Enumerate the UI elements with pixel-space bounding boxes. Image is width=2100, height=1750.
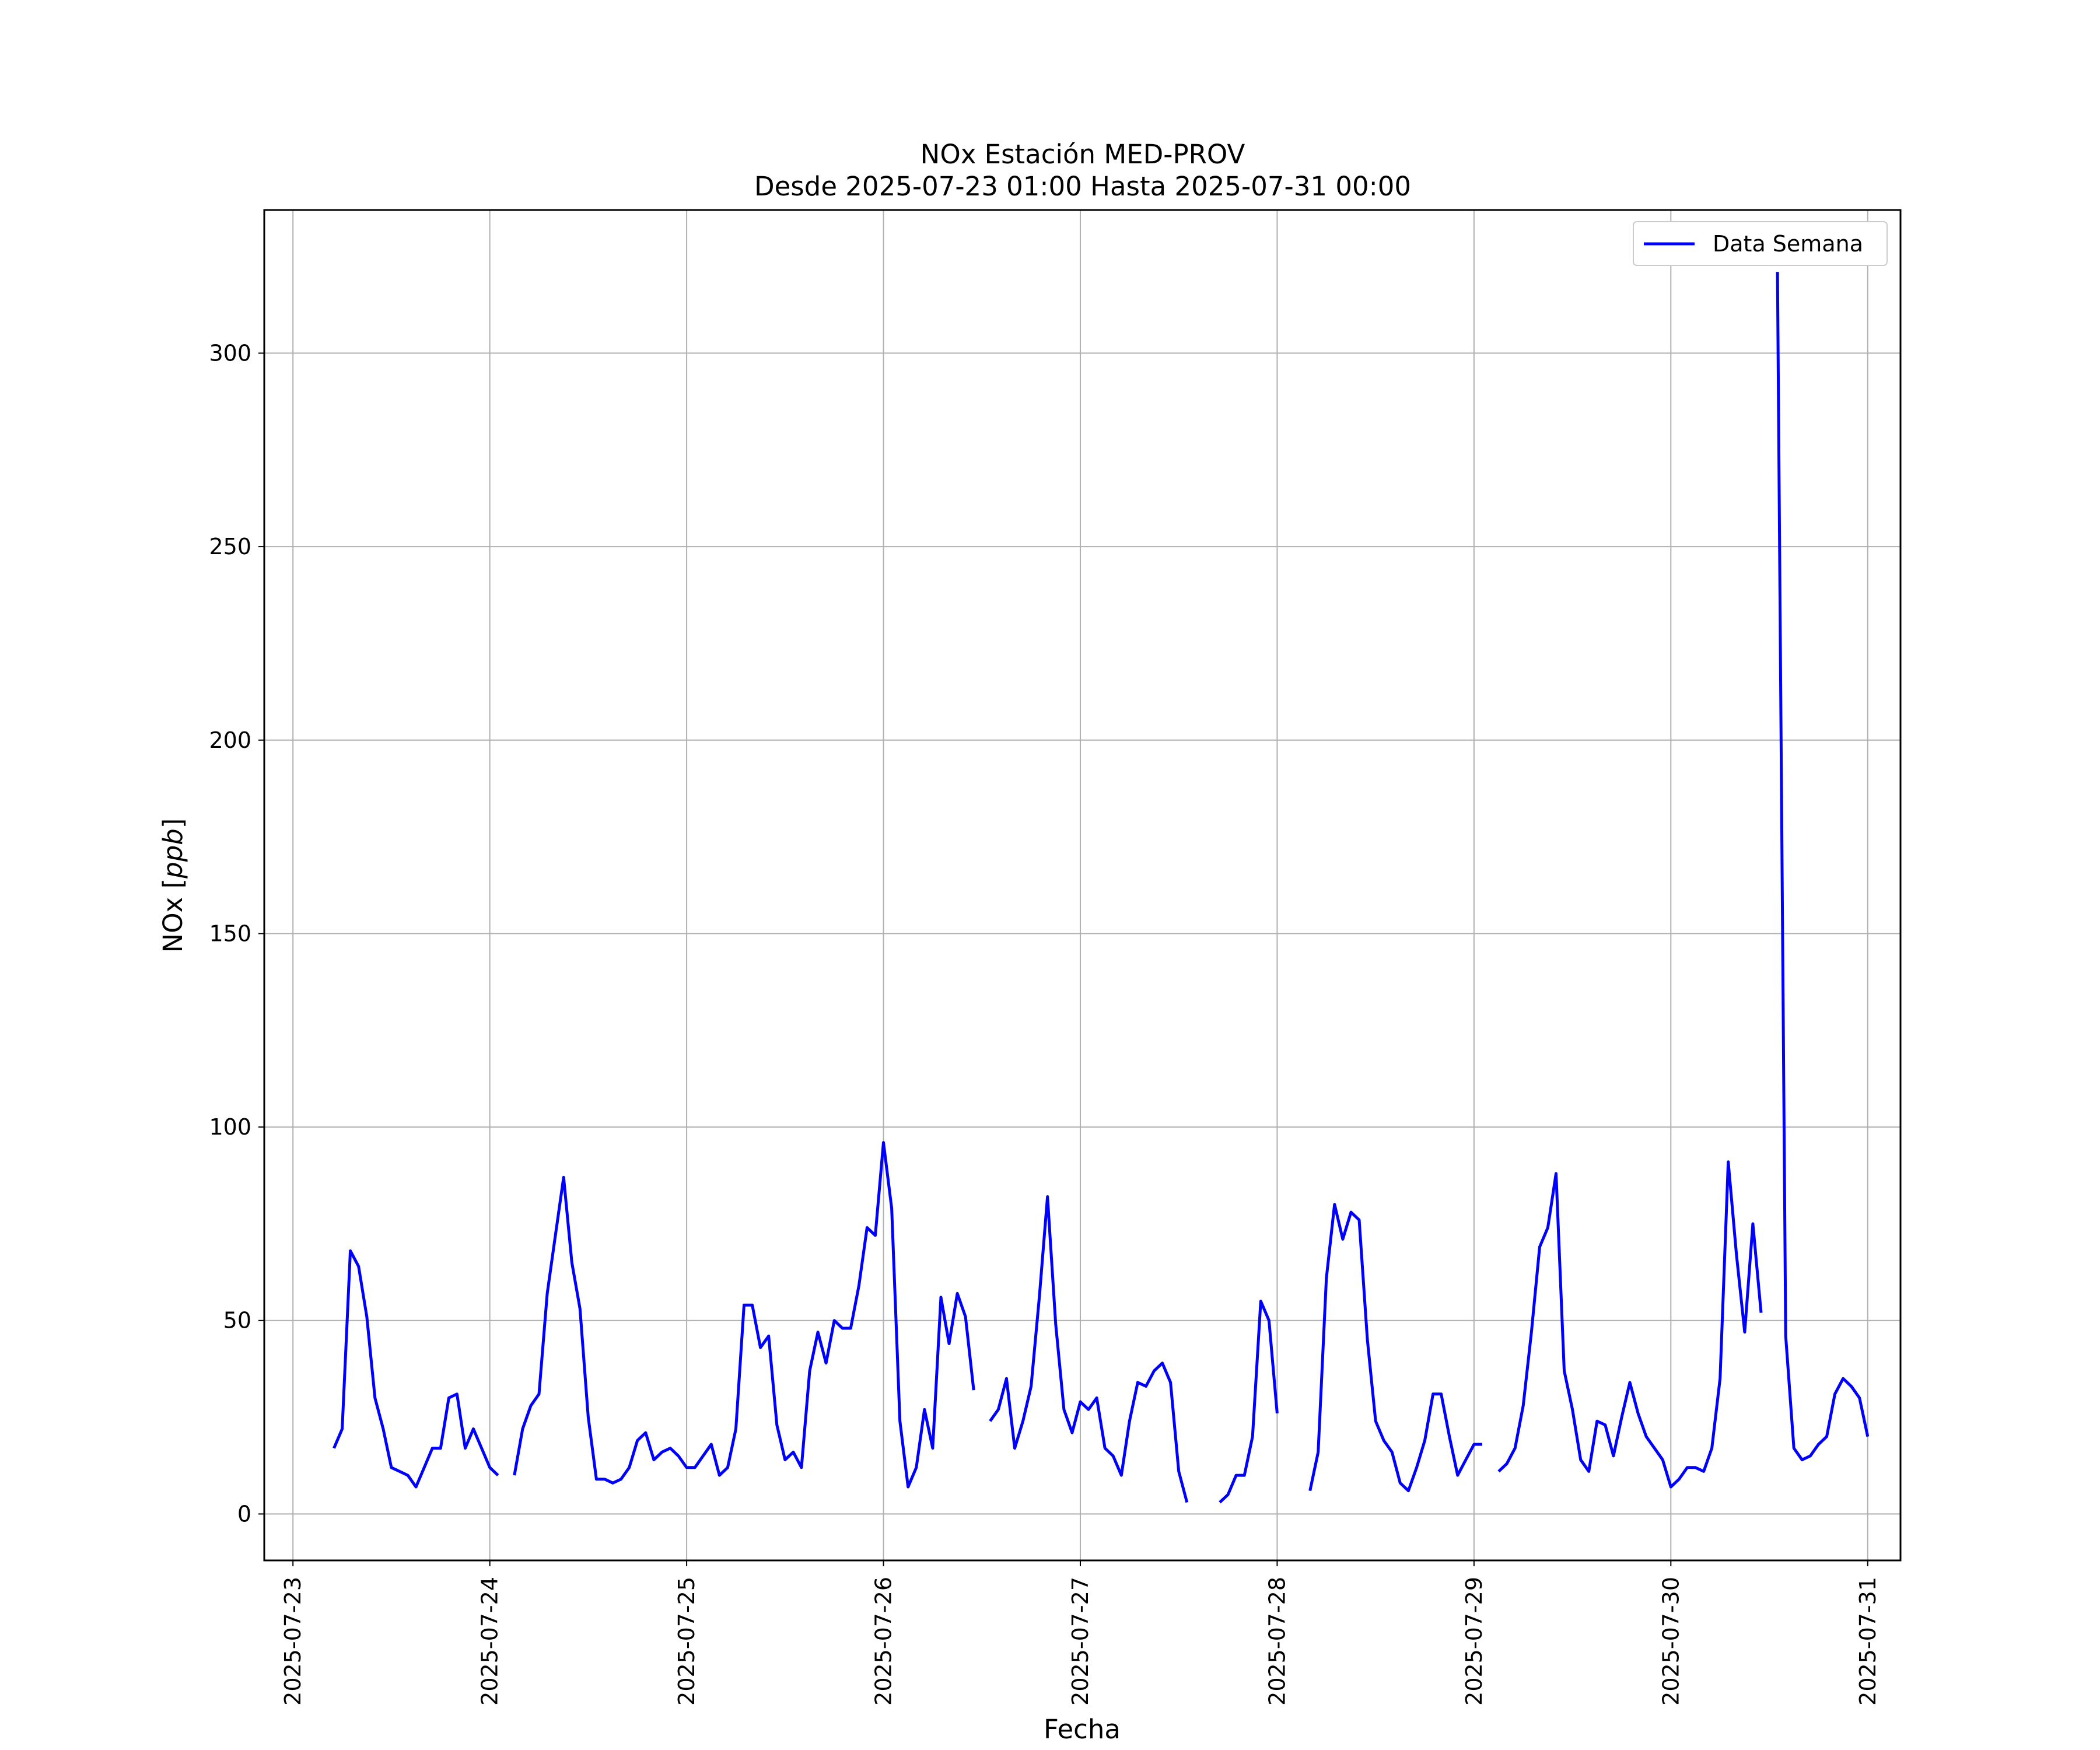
data-series-data-semana [332, 272, 1870, 1504]
series-line-segment [1497, 1160, 1763, 1489]
chart-title: NOx Estación MED-PROV [921, 139, 1245, 170]
series-line-segment [1308, 1203, 1482, 1493]
x-tick-label: 2025-07-29 [1461, 1577, 1487, 1706]
series-line-segment [989, 1195, 1189, 1503]
legend-box [1633, 221, 1888, 266]
plot-area-background [264, 210, 1901, 1560]
x-axis-label: Fecha [1044, 1714, 1121, 1745]
x-tick-label: 2025-07-25 [674, 1577, 699, 1706]
x-tick-label: 2025-07-31 [1855, 1577, 1881, 1706]
x-tick-label: 2025-07-24 [477, 1577, 503, 1706]
y-axis-ticks: 0 50 100 150 200 250 300 [209, 340, 264, 1527]
grid-lines [264, 210, 1901, 1560]
y-tick-label: 100 [209, 1114, 251, 1140]
x-tick-label: 2025-07-28 [1264, 1577, 1290, 1706]
legend-label-data-semana: Data Semana [1713, 231, 1863, 257]
x-tick-label: 2025-07-26 [871, 1577, 897, 1706]
y-axis-label-unit: ppb [158, 828, 188, 879]
series-line-segment [332, 1249, 499, 1489]
y-axis-label-close: ] [158, 818, 188, 829]
y-tick-label: 50 [223, 1308, 251, 1334]
plot-area-frame [263, 209, 1902, 1562]
y-tick-label: 300 [209, 340, 251, 366]
y-tick-label: 250 [209, 534, 251, 559]
y-tick-label: 0 [237, 1501, 251, 1527]
y-axis-label-main: NOx [ [158, 878, 188, 953]
chart-subtitle: Desde 2025-07-23 01:00 Hasta 2025-07-31 … [754, 171, 1411, 202]
series-line-segment [513, 1141, 975, 1489]
x-tick-label: 2025-07-27 [1068, 1577, 1093, 1706]
x-tick-label: 2025-07-23 [280, 1577, 306, 1706]
y-axis-label: NOx [ppb] [158, 818, 188, 953]
y-tick-label: 200 [209, 727, 251, 753]
y-tick-label: 150 [209, 921, 251, 946]
x-axis-ticks: 2025-07-23 2025-07-24 2025-07-25 2025-07-26… [280, 1560, 1881, 1706]
x-tick-label: 2025-07-30 [1658, 1577, 1684, 1706]
legend: Data Semana [1633, 221, 1888, 266]
series-line-segment [1776, 272, 1870, 1461]
series-line-segment [1219, 1300, 1279, 1504]
